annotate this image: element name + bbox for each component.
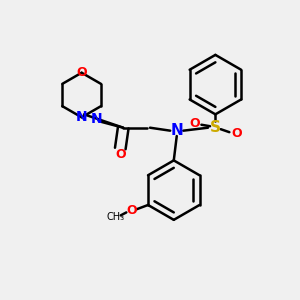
Text: O: O [115,148,126,161]
Text: S: S [210,120,221,135]
Text: O: O [76,66,87,79]
Text: O: O [231,127,242,140]
Text: O: O [126,204,137,218]
Text: N: N [76,110,88,124]
Text: N: N [91,112,102,126]
Text: O: O [189,117,200,130]
Text: N: N [170,123,183,138]
Text: CH₃: CH₃ [106,212,124,222]
